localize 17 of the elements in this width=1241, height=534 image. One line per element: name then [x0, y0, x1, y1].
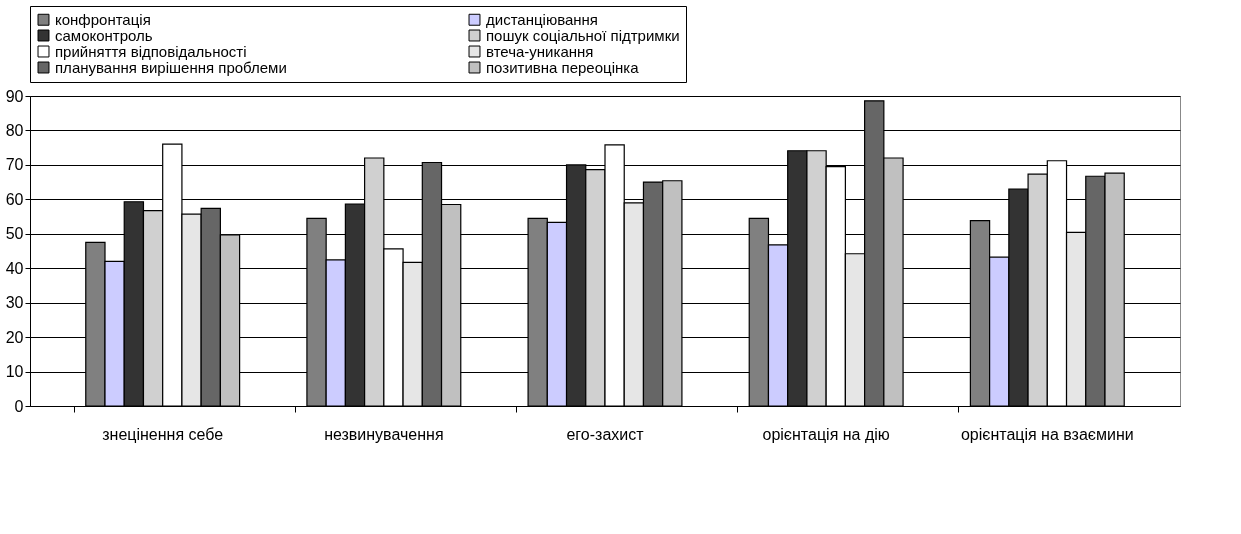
legend-label: конфронтація: [55, 10, 151, 28]
y-tick-label: 0: [14, 397, 24, 415]
x-tick-label: орієнтація на взаємини: [960, 425, 1134, 443]
y-tick-label: 30: [5, 294, 24, 312]
x-tick-label: его-захист: [566, 425, 645, 443]
y-tick-label: 90: [5, 87, 24, 105]
y-tick-label: 20: [5, 328, 24, 346]
y-tick-label: 80: [5, 121, 24, 139]
y-tick-label: 60: [5, 190, 24, 208]
legend-label: дистанціювання: [486, 10, 598, 28]
x-tick-label: знецінення себе: [102, 425, 224, 443]
x-tick-label: орієнтація на дію: [762, 425, 890, 443]
x-tick-label: незвинувачення: [324, 425, 444, 443]
y-tick-label: 70: [5, 156, 24, 174]
y-tick-label: 40: [5, 259, 24, 277]
y-tick-label: 10: [5, 363, 24, 381]
y-tick-label: 50: [5, 225, 24, 243]
